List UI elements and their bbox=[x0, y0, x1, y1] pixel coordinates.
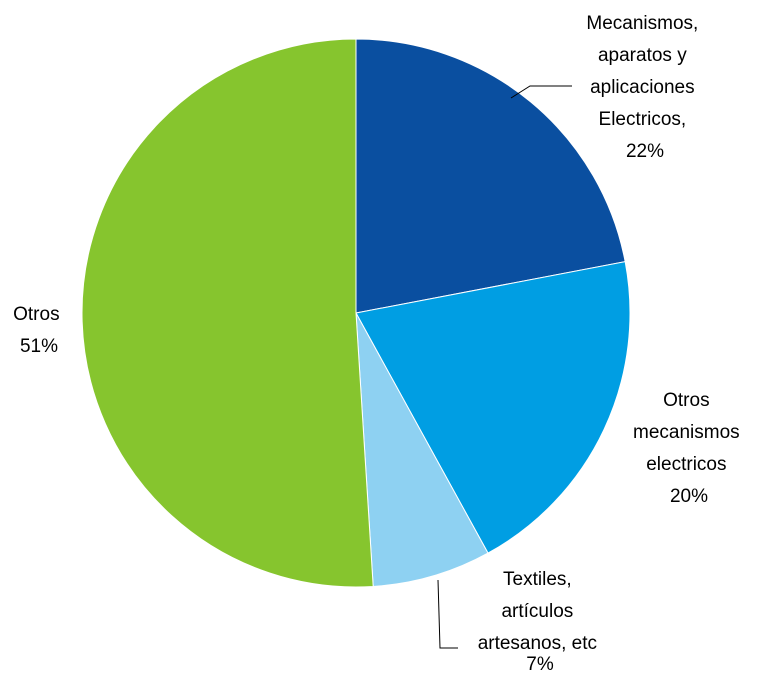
label-mecanismos: Mecanismos, aparatos y aplicaciones Elec… bbox=[586, 13, 703, 162]
label-mecanismos-line-3: aplicaciones bbox=[590, 77, 695, 98]
pie-slice-2 bbox=[355, 312, 489, 587]
label-textiles-percent: 7% bbox=[526, 654, 554, 675]
label-otros-percent: 51% bbox=[20, 336, 58, 357]
label-mecanismos-line-1: Mecanismos, bbox=[586, 13, 698, 34]
label-otros-mecanismos: Otros mecanismos electricos 20% bbox=[633, 390, 745, 507]
label-otros-line-1: Otros bbox=[13, 304, 59, 325]
label-textiles-line-1: Textiles, bbox=[503, 569, 572, 590]
label-otros-mecanismos-line-3: electricos bbox=[646, 454, 726, 475]
label-textiles-line-3: artesanos, etc bbox=[478, 633, 597, 654]
leader-line-mecanismos bbox=[510, 85, 572, 99]
label-textiles: Textiles, artículos artesanos, etc 7% bbox=[478, 569, 603, 675]
label-mecanismos-line-2: aparatos y bbox=[598, 45, 687, 66]
pie-slice-3 bbox=[81, 38, 374, 588]
label-otros: Otros 51% bbox=[13, 304, 65, 357]
label-otros-mecanismos-line-2: mecanismos bbox=[633, 422, 740, 443]
leader-line-textiles bbox=[437, 579, 458, 649]
label-otros-mecanismos-percent: 20% bbox=[670, 486, 708, 507]
label-mecanismos-line-4: Electricos, bbox=[599, 109, 687, 130]
label-textiles-line-2: artículos bbox=[501, 601, 573, 622]
pie-slice-0 bbox=[355, 38, 626, 314]
pie-slices bbox=[81, 38, 631, 588]
pie-slice-1 bbox=[355, 261, 631, 554]
label-mecanismos-percent: 22% bbox=[626, 141, 664, 162]
label-otros-mecanismos-line-1: Otros bbox=[663, 390, 709, 411]
